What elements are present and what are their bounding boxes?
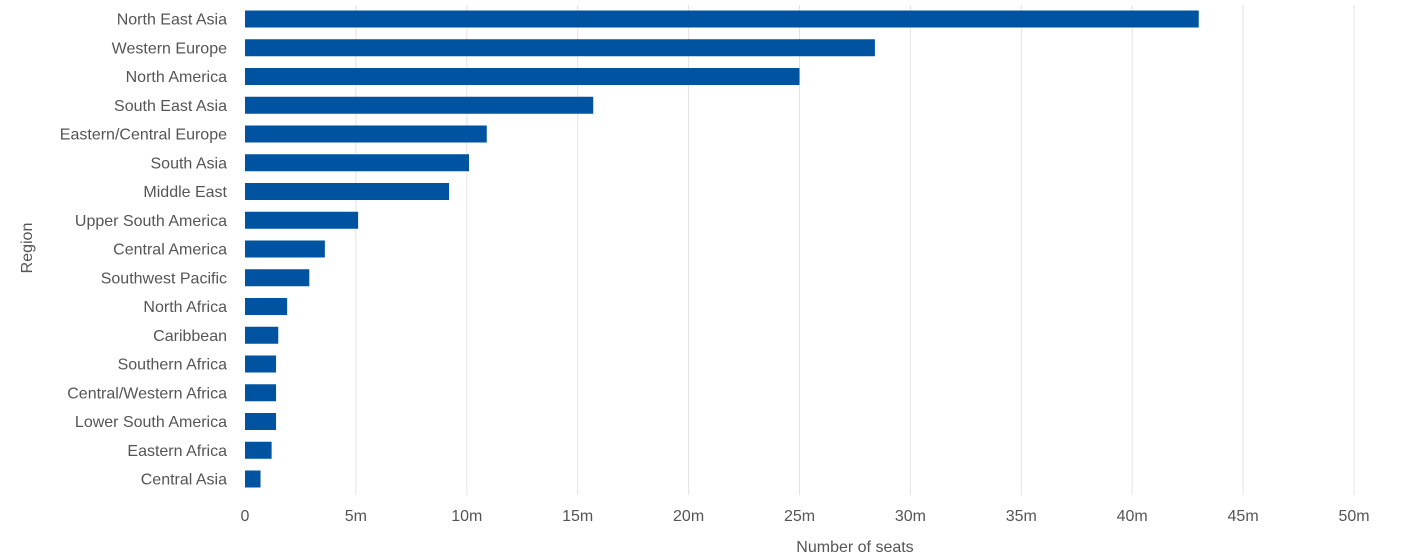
bar[interactable] (245, 413, 277, 430)
bar[interactable] (245, 298, 288, 315)
category-label: Eastern/Central Europe (60, 127, 227, 144)
x-tick-label: 15m (562, 508, 593, 525)
bars (245, 10, 1199, 488)
x-tick-label: 5m (345, 508, 367, 525)
bar[interactable] (245, 384, 277, 402)
x-tick-labels: 0 5m 10m 15m 20m 25m 30m 35m 40m 45m 50m (241, 508, 1370, 525)
category-label: North Africa (143, 299, 227, 316)
bar[interactable] (245, 68, 800, 85)
x-axis-title: Number of seats (796, 539, 913, 556)
category-label: Southwest Pacific (101, 270, 227, 287)
category-label: Caribbean (153, 328, 227, 345)
category-label: South East Asia (114, 98, 227, 115)
x-tick-label: 25m (784, 508, 815, 525)
bar[interactable] (245, 326, 279, 344)
category-label: Upper South America (75, 213, 227, 230)
bar[interactable] (245, 269, 310, 287)
bar[interactable] (245, 240, 325, 258)
bar[interactable] (245, 125, 487, 143)
category-label: Central America (113, 242, 227, 259)
bar[interactable] (245, 441, 272, 459)
x-tick-label: 50m (1338, 508, 1369, 525)
bar[interactable] (245, 470, 261, 488)
bar[interactable] (245, 355, 277, 373)
bar[interactable] (245, 183, 450, 200)
x-tick-label: 20m (673, 508, 704, 525)
x-tick-label: 10m (451, 508, 482, 525)
category-label: North East Asia (117, 12, 227, 29)
bar[interactable] (245, 211, 359, 229)
category-label: Western Europe (112, 40, 227, 57)
x-tick-label: 30m (895, 508, 926, 525)
x-tick-label: 40m (1117, 508, 1148, 525)
bar[interactable] (245, 154, 470, 172)
x-tick-label: 35m (1006, 508, 1037, 525)
category-label: Lower South America (75, 414, 227, 431)
category-label: Central/Western Africa (67, 385, 227, 402)
bar[interactable] (245, 96, 594, 114)
category-labels: North East Asia Western Europe North Ameri… (60, 12, 228, 489)
gridlines (355, 5, 1355, 495)
category-label: Southern Africa (118, 357, 228, 374)
x-tick-label: 0 (241, 508, 250, 525)
category-label: Central Asia (141, 472, 227, 489)
category-label: North America (126, 69, 227, 86)
category-label: Middle East (143, 184, 227, 201)
x-tick-label: 45m (1228, 508, 1259, 525)
y-axis-title: Region (19, 223, 36, 274)
bar[interactable] (245, 39, 875, 57)
category-label: Eastern Africa (127, 443, 227, 460)
bar[interactable] (245, 10, 1199, 28)
category-label: South Asia (151, 155, 228, 172)
